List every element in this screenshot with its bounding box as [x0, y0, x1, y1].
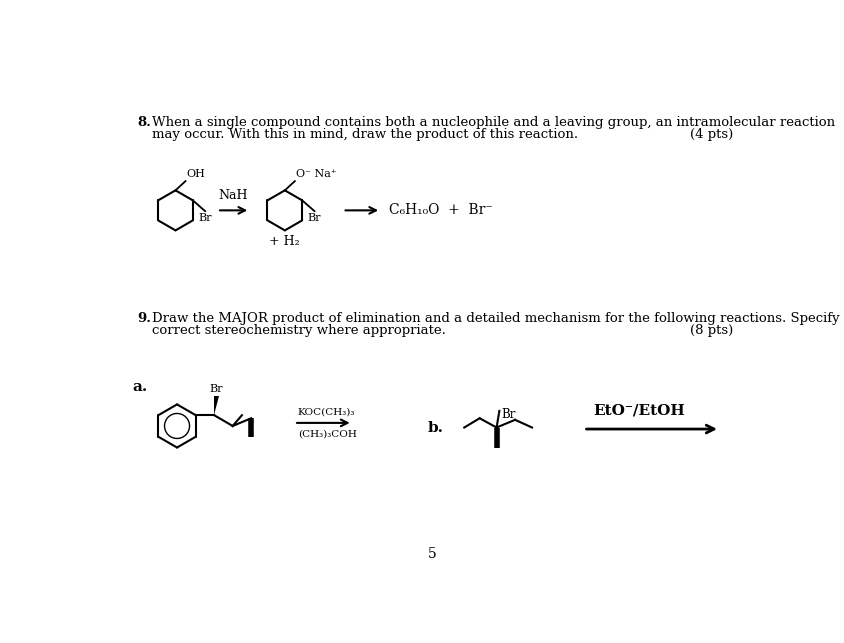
Text: (CH₃)₃COH: (CH₃)₃COH [298, 429, 356, 438]
Text: KOC(CH₃)₃: KOC(CH₃)₃ [298, 408, 354, 417]
Text: OH: OH [186, 169, 205, 179]
Text: Br: Br [500, 408, 515, 421]
Text: a.: a. [133, 380, 148, 394]
Text: EtO⁻/EtOH: EtO⁻/EtOH [592, 404, 684, 417]
Text: When a single compound contains both a nucleophile and a leaving group, an intra: When a single compound contains both a n… [152, 116, 835, 129]
Text: Draw the MAJOR product of elimination and a detailed mechanism for the following: Draw the MAJOR product of elimination an… [152, 312, 839, 325]
Text: Br: Br [307, 213, 321, 224]
Text: (4 pts): (4 pts) [689, 128, 732, 141]
Text: Br: Br [198, 213, 212, 224]
Text: b.: b. [427, 421, 443, 435]
Text: (8 pts): (8 pts) [689, 324, 732, 338]
Polygon shape [214, 396, 219, 415]
Text: Br: Br [209, 384, 223, 394]
Text: 9.: 9. [137, 312, 151, 325]
Text: O⁻ Na⁺: O⁻ Na⁺ [295, 169, 336, 179]
Text: 5: 5 [428, 547, 436, 561]
Text: correct stereochemistry where appropriate.: correct stereochemistry where appropriat… [152, 324, 446, 338]
Text: + H₂: + H₂ [269, 235, 300, 248]
Text: may occur. With this in mind, draw the product of this reaction.: may occur. With this in mind, draw the p… [152, 128, 578, 141]
Text: 8.: 8. [137, 116, 151, 129]
Text: C₆H₁₀O  +  Br⁻: C₆H₁₀O + Br⁻ [388, 203, 492, 217]
Text: NaH: NaH [219, 189, 247, 202]
